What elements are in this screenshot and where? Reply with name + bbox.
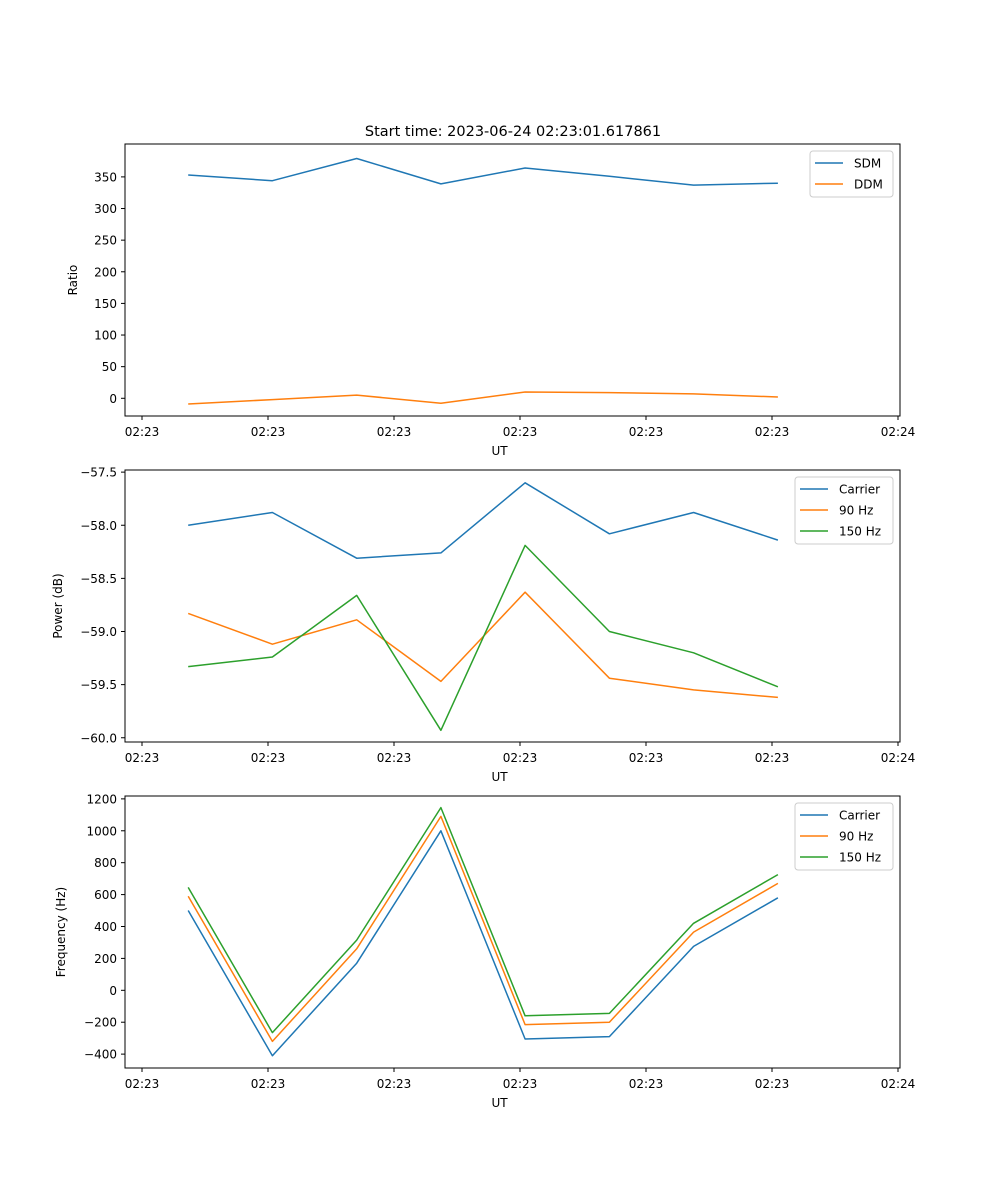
x-tick-label: 02:23 <box>377 425 412 439</box>
x-tick-label: 02:24 <box>881 425 916 439</box>
y-tick-label: 150 <box>94 297 117 311</box>
x-tick-label: 02:23 <box>503 425 538 439</box>
x-tick-label: 02:23 <box>503 751 538 765</box>
y-tick-label: 1000 <box>86 824 117 838</box>
series-line-carrier <box>188 482 779 559</box>
y-tick-label: −58.0 <box>80 519 117 533</box>
series-line-150-hz <box>187 806 779 1034</box>
y-tick-label: 200 <box>94 265 117 279</box>
legend-label: 90 Hz <box>839 830 873 844</box>
y-tick-label: −58.5 <box>80 572 117 586</box>
legend-label: 150 Hz <box>839 851 881 865</box>
legend-label: 150 Hz <box>839 525 881 539</box>
x-axis-label: UT <box>491 444 508 458</box>
x-tick-label: 02:23 <box>755 1077 790 1091</box>
legend-label: 90 Hz <box>839 504 873 518</box>
legend-box <box>794 476 894 545</box>
y-tick-label: −59.0 <box>80 625 117 639</box>
subplots: 02:23 02:23 02:23 02:23 02:23 02:23 02:24 UT 0 50… <box>51 143 916 1110</box>
y-tick-label: −59.5 <box>80 678 117 692</box>
y-tick-label: 800 <box>94 856 117 870</box>
legend-label: Carrier <box>839 809 880 823</box>
y-tick-label: −57.5 <box>80 466 117 480</box>
x-tick-label: 02:23 <box>629 1077 664 1091</box>
series-line-150-hz <box>188 544 779 732</box>
y-tick-label: 350 <box>94 170 117 184</box>
y-tick-label: 250 <box>94 234 117 248</box>
x-tick-label: 02:23 <box>251 1077 286 1091</box>
plot-frame <box>124 469 901 743</box>
x-tick-label: 02:23 <box>629 425 664 439</box>
y-tick-label: −200 <box>84 1016 117 1030</box>
plot-frame <box>124 143 901 417</box>
x-tick-label: 02:23 <box>503 1077 538 1091</box>
y-tick-label: 1200 <box>86 792 117 806</box>
legend-label: Carrier <box>839 483 880 497</box>
figure-title: Start time: 2023-06-24 02:23:01.617861 <box>365 124 661 140</box>
x-tick-label: 02:24 <box>881 1077 916 1091</box>
plot-frame <box>124 795 901 1069</box>
legend: Carrier 90 Hz 150 Hz <box>794 476 894 545</box>
series-line-ddm <box>188 391 778 405</box>
x-tick-label: 02:23 <box>251 425 286 439</box>
x-tick-label: 02:23 <box>377 1077 412 1091</box>
x-tick-label: 02:23 <box>125 751 160 765</box>
subplot-3: 02:23 02:23 02:23 02:23 02:23 02:23 02:24 UT −40… <box>54 792 915 1110</box>
x-axis-label: UT <box>491 1096 508 1110</box>
x-axis-label: UT <box>491 770 508 784</box>
y-axis-label: Ratio <box>66 265 80 296</box>
legend-label: DDM <box>854 178 883 192</box>
x-tick-label: 02:23 <box>755 425 790 439</box>
series-line-90-hz <box>187 815 779 1043</box>
y-tick-label: 300 <box>94 202 117 216</box>
y-tick-label: 100 <box>94 329 117 343</box>
y-tick-label: 400 <box>94 920 117 934</box>
y-tick-label: 50 <box>102 360 117 374</box>
legend: SDM DDM <box>809 150 894 198</box>
y-tick-label: 600 <box>94 888 117 902</box>
y-tick-label: 200 <box>94 952 117 966</box>
y-tick-label: −60.0 <box>80 731 117 745</box>
series-line-sdm <box>188 157 778 186</box>
y-tick-label: 0 <box>109 984 117 998</box>
x-tick-label: 02:24 <box>881 751 916 765</box>
y-axis-label: Frequency (Hz) <box>54 887 68 978</box>
x-tick-label: 02:23 <box>251 751 286 765</box>
x-tick-label: 02:23 <box>125 425 160 439</box>
legend: Carrier 90 Hz 150 Hz <box>794 802 894 871</box>
subplot-2: 02:23 02:23 02:23 02:23 02:23 02:23 02:24 UT −60… <box>51 466 915 784</box>
x-tick-label: 02:23 <box>377 751 412 765</box>
series-line-carrier <box>187 830 779 1057</box>
legend-label: SDM <box>854 157 881 171</box>
subplot-1: 02:23 02:23 02:23 02:23 02:23 02:23 02:24 UT 0 50… <box>66 143 916 458</box>
x-tick-label: 02:23 <box>629 751 664 765</box>
y-tick-label: −400 <box>84 1048 117 1062</box>
legend-box <box>794 802 894 871</box>
x-tick-label: 02:23 <box>125 1077 160 1091</box>
x-tick-label: 02:23 <box>755 751 790 765</box>
y-axis-label: Power (dB) <box>51 573 65 638</box>
y-tick-label: 0 <box>109 392 117 406</box>
